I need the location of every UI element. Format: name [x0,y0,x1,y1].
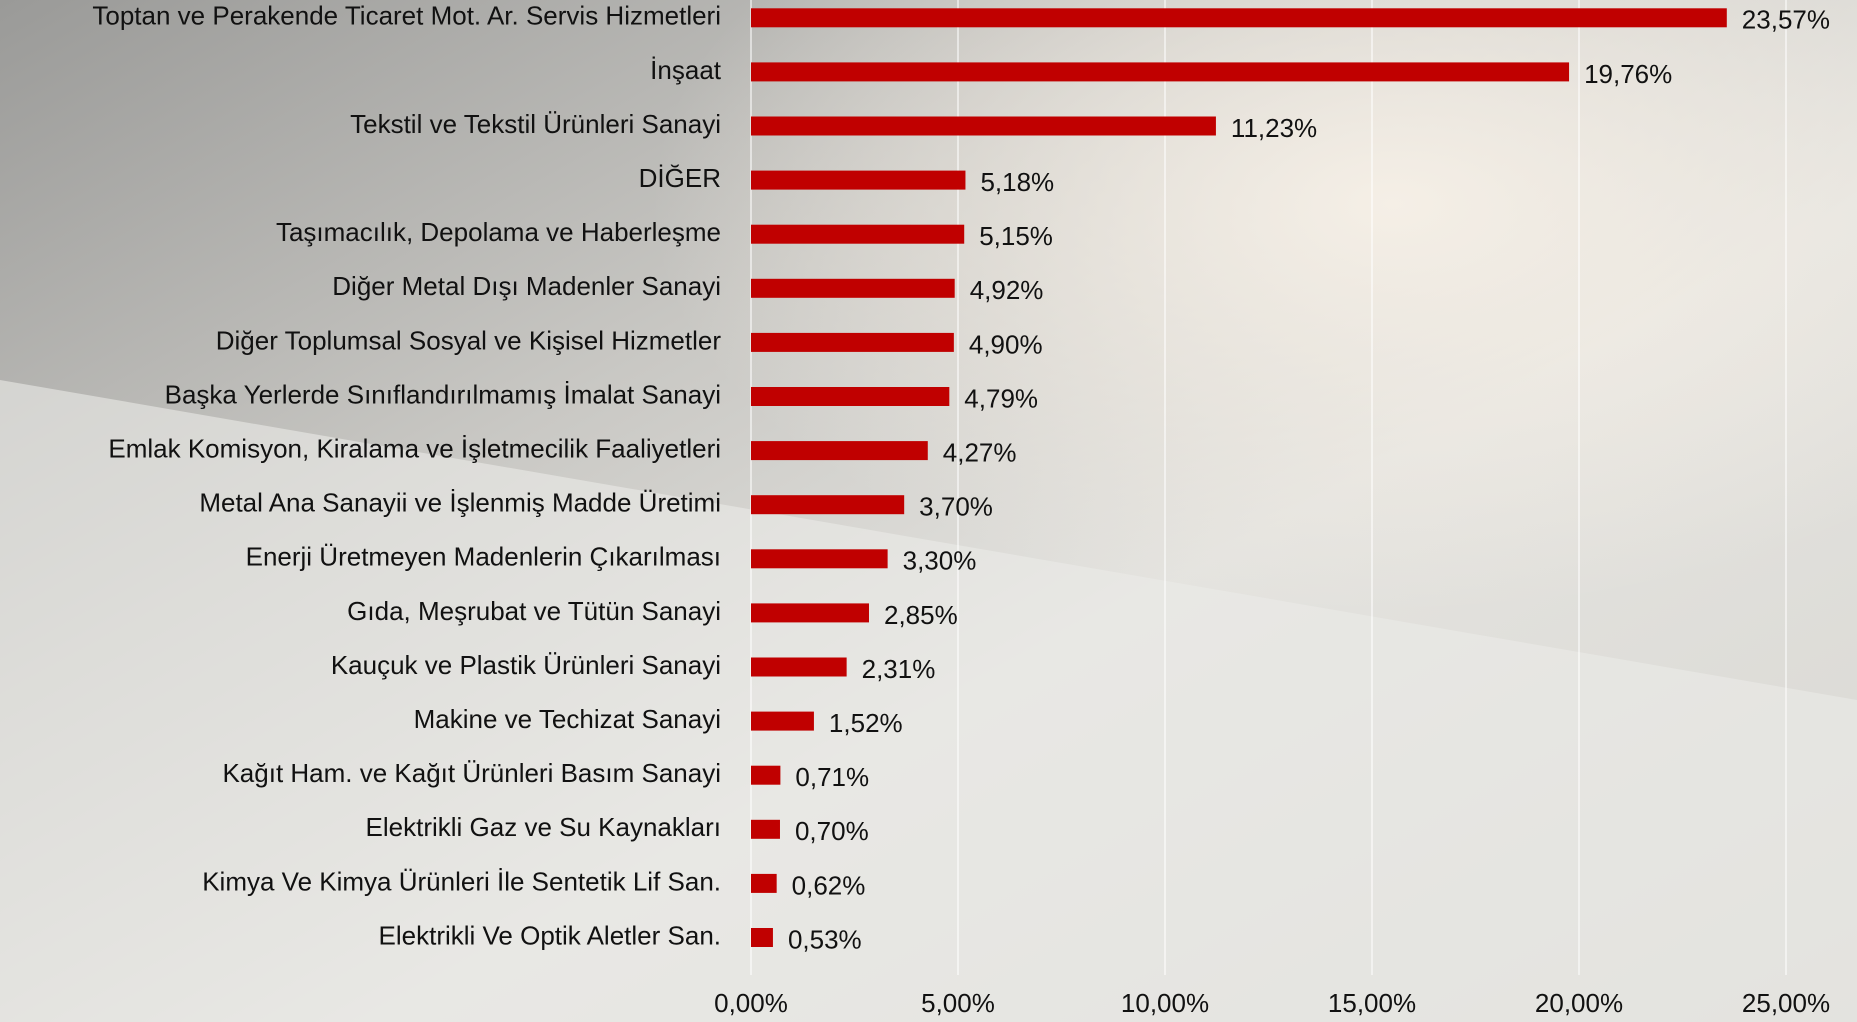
data-label: 4,92% [970,275,1044,305]
y-tick-label: Taşımacılık, Depolama ve Haberleşme [276,217,721,247]
data-label: 3,70% [919,492,993,522]
data-label: 0,62% [792,870,866,900]
bar [751,549,888,569]
y-tick-label: DİĞER [639,163,721,193]
y-tick-label: Tekstil ve Tekstil Ürünleri Sanayi [350,109,721,139]
data-label: 4,27% [943,437,1017,467]
y-tick-label: Makine ve Techizat Sanayi [414,704,721,734]
bar [751,603,869,623]
y-tick-label: Başka Yerlerde Sınıflandırılmamış İmalat… [165,379,721,409]
data-label: 23,57% [1742,5,1830,35]
data-label: 1,52% [829,708,903,738]
x-tick-label: 15,00% [1328,988,1416,1018]
data-label: 11,23% [1231,113,1317,143]
data-label: 3,30% [903,546,977,576]
x-tick-label: 0,00% [714,988,788,1018]
bar [751,387,950,406]
bar [751,278,955,298]
bar [751,332,954,352]
y-tick-label: Metal Ana Sanayii ve İşlenmiş Madde Üret… [199,488,721,518]
y-tick-label: Diğer Toplumsal Sosyal ve Kişisel Hizmet… [216,325,722,355]
data-label: 2,85% [884,600,958,630]
bar [751,495,905,515]
data-label: 4,79% [964,383,1038,413]
y-tick-label: Kağıt Ham. ve Kağıt Ürünleri Basım Sanay… [222,758,721,788]
data-label: 0,53% [788,924,862,954]
data-label: 4,90% [969,329,1043,359]
data-label: 5,18% [980,167,1054,197]
bar [751,819,780,839]
data-label: 19,76% [1584,59,1672,89]
bar [751,8,1727,28]
x-tick-label: 5,00% [921,988,995,1018]
bar [751,928,773,947]
y-tick-label: Gıda, Meşrubat ve Tütün Sanayi [347,596,721,626]
data-label: 0,70% [795,816,869,846]
y-tick-label: İnşaat [650,55,722,85]
y-tick-label: Emlak Komisyon, Kiralama ve İşletmecilik… [108,433,721,463]
y-tick-label: Diğer Metal Dışı Madenler Sanayi [332,271,721,301]
bar [751,765,781,785]
y-tick-label: Toptan ve Perakende Ticaret Mot. Ar. Ser… [92,1,721,31]
y-tick-label: Enerji Üretmeyen Madenlerin Çıkarılması [246,542,721,572]
bar [751,62,1570,82]
background-panel [0,380,1857,1022]
bar [751,170,966,190]
y-tick-label: Elektrikli Gaz ve Su Kaynakları [366,812,721,842]
bar [751,441,928,461]
data-label: 0,71% [795,762,869,792]
y-tick-label: Kimya Ve Kimya Ürünleri İle Sentetik Lif… [202,866,721,896]
bar [751,711,814,731]
bar [751,873,777,893]
x-tick-label: 10,00% [1121,988,1209,1018]
y-tick-label: Elektrikli Ve Optik Aletler San. [379,920,721,950]
data-label: 2,31% [862,654,936,684]
bar [751,116,1216,136]
bar [751,224,965,244]
x-tick-label: 20,00% [1535,988,1623,1018]
y-tick-label: Kauçuk ve Plastik Ürünleri Sanayi [331,650,721,680]
data-label: 5,15% [979,221,1053,251]
bar [751,657,847,677]
x-tick-label: 25,00% [1742,988,1830,1018]
